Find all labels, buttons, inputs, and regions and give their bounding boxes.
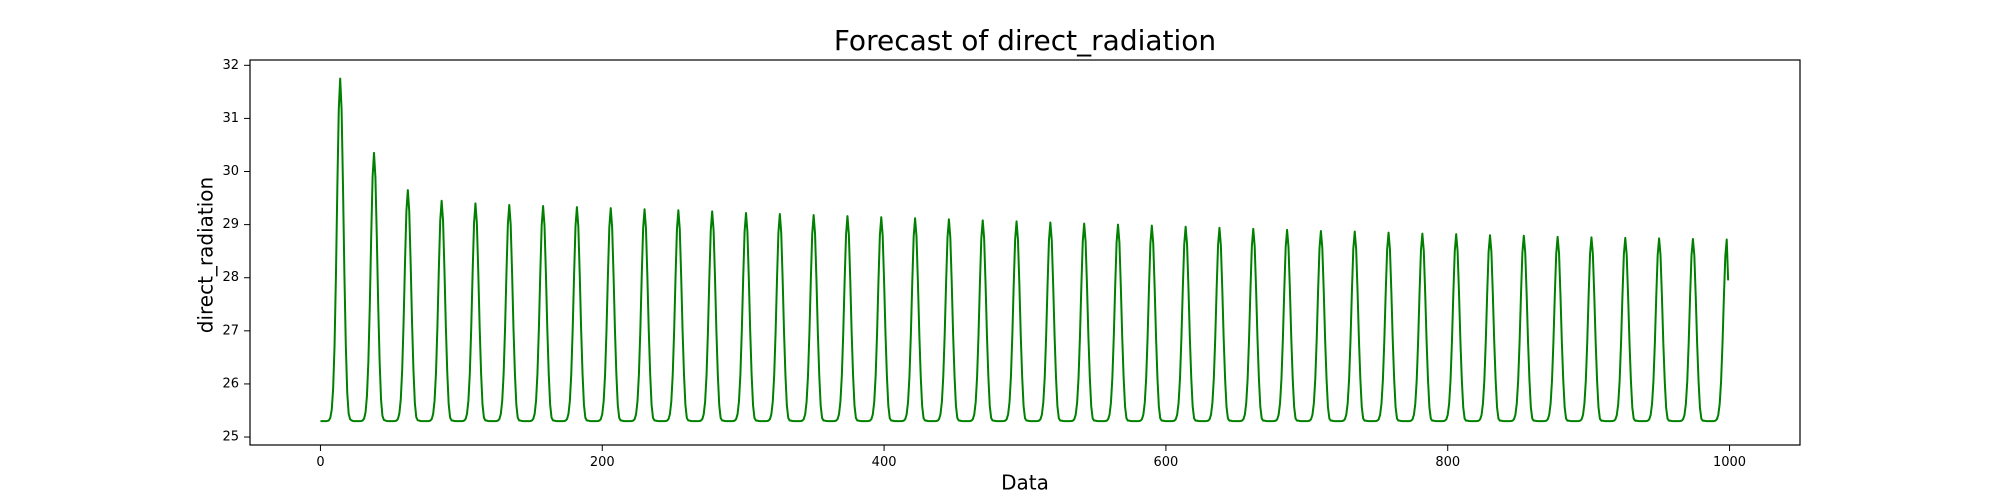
y-tick-label: 28	[222, 270, 239, 285]
x-tick-label: 1000	[1713, 455, 1746, 470]
x-axis-label: Data	[1001, 471, 1049, 495]
x-tick-label: 600	[1153, 455, 1178, 470]
y-axis-label: direct_radiation	[194, 177, 218, 333]
y-tick-label: 26	[222, 376, 239, 391]
y-tick-label: 29	[222, 217, 239, 232]
plot-frame	[249, 59, 1801, 446]
y-tick-label: 30	[222, 164, 239, 179]
y-tick-label: 32	[222, 58, 239, 73]
x-tick-label: 800	[1435, 455, 1460, 470]
plot-background	[250, 60, 1800, 445]
y-tick-label: 25	[222, 430, 239, 445]
x-tick-label: 200	[590, 455, 615, 470]
x-tick-label: 0	[316, 455, 324, 470]
chart-title: Forecast of direct_radiation	[834, 24, 1216, 57]
y-tick-label: 31	[222, 111, 239, 126]
x-tick-label: 400	[872, 455, 897, 470]
series-layer	[320, 77, 1730, 423]
y-axis-ticks: 25 26 27 28 29 30 31 32	[222, 58, 250, 445]
forecast-series-line	[320, 77, 1730, 423]
y-tick-label: 27	[222, 323, 239, 338]
x-axis-ticks: 0 200 400 600 800 1000	[316, 445, 1746, 470]
